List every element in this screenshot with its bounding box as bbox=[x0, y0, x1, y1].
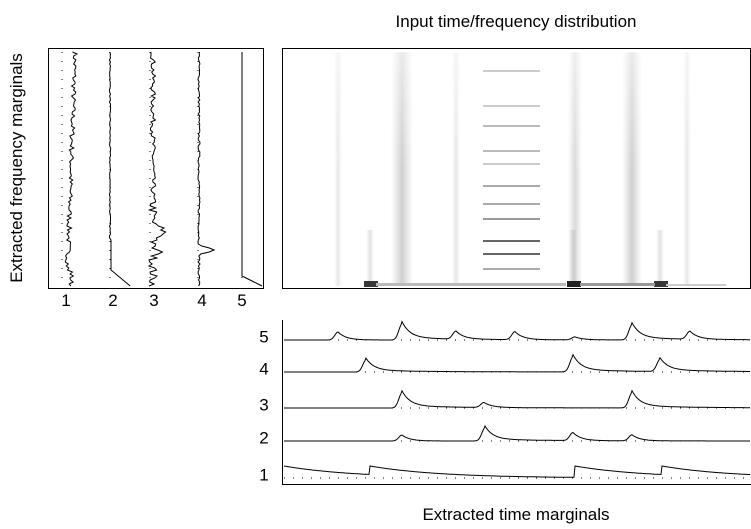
harmonic bbox=[483, 105, 540, 107]
frequency-curve bbox=[197, 51, 216, 287]
component-label: 3 bbox=[259, 395, 268, 414]
onset-base bbox=[364, 281, 378, 287]
tail bbox=[376, 283, 566, 286]
time-axis-label: Extracted time marginals bbox=[422, 505, 609, 524]
tail bbox=[580, 283, 655, 286]
harmonic bbox=[483, 253, 540, 255]
frequency-marginals: 1 2 3 4 5 bbox=[61, 51, 263, 310]
onset bbox=[366, 230, 374, 282]
component-label: 2 bbox=[108, 291, 117, 310]
time-curve bbox=[284, 424, 750, 442]
component-label: 4 bbox=[259, 359, 268, 378]
harmonic bbox=[483, 163, 540, 165]
onset bbox=[569, 230, 577, 282]
spectrogram bbox=[283, 49, 750, 287]
tail bbox=[666, 284, 726, 286]
time-curve bbox=[284, 320, 750, 341]
time-marginals: 5 4 3 2 1 bbox=[259, 320, 751, 484]
frequency-curve bbox=[241, 52, 263, 287]
time-curve bbox=[283, 465, 751, 478]
frequency-curve bbox=[108, 51, 131, 287]
component-label: 1 bbox=[259, 465, 268, 484]
time-curve bbox=[284, 389, 750, 409]
harmonic bbox=[483, 240, 540, 242]
spectrogram-title: Input time/frequency distribution bbox=[396, 12, 637, 31]
harmonic bbox=[483, 203, 540, 205]
harmonic bbox=[483, 268, 540, 270]
harmonic bbox=[483, 218, 540, 220]
component-label: 5 bbox=[259, 327, 268, 346]
harmonic bbox=[483, 150, 540, 152]
onset bbox=[656, 230, 664, 282]
component-label: 2 bbox=[259, 428, 268, 447]
frequency-panel-frame bbox=[48, 48, 264, 289]
time-panel-axes bbox=[282, 320, 751, 485]
frequency-curve bbox=[64, 51, 79, 287]
component-label: 5 bbox=[237, 291, 246, 310]
time-curve bbox=[284, 353, 750, 373]
frequency-curve bbox=[147, 51, 167, 287]
component-label: 4 bbox=[197, 291, 206, 310]
harmonic bbox=[483, 70, 540, 72]
fade bbox=[283, 49, 750, 169]
component-label: 3 bbox=[149, 291, 158, 310]
harmonic bbox=[483, 125, 540, 127]
frequency-axis-label: Extracted frequency marginals bbox=[7, 53, 26, 283]
harmonic bbox=[483, 185, 540, 187]
component-label: 1 bbox=[61, 291, 70, 310]
onset-base bbox=[654, 281, 668, 287]
onset-base bbox=[567, 281, 581, 287]
